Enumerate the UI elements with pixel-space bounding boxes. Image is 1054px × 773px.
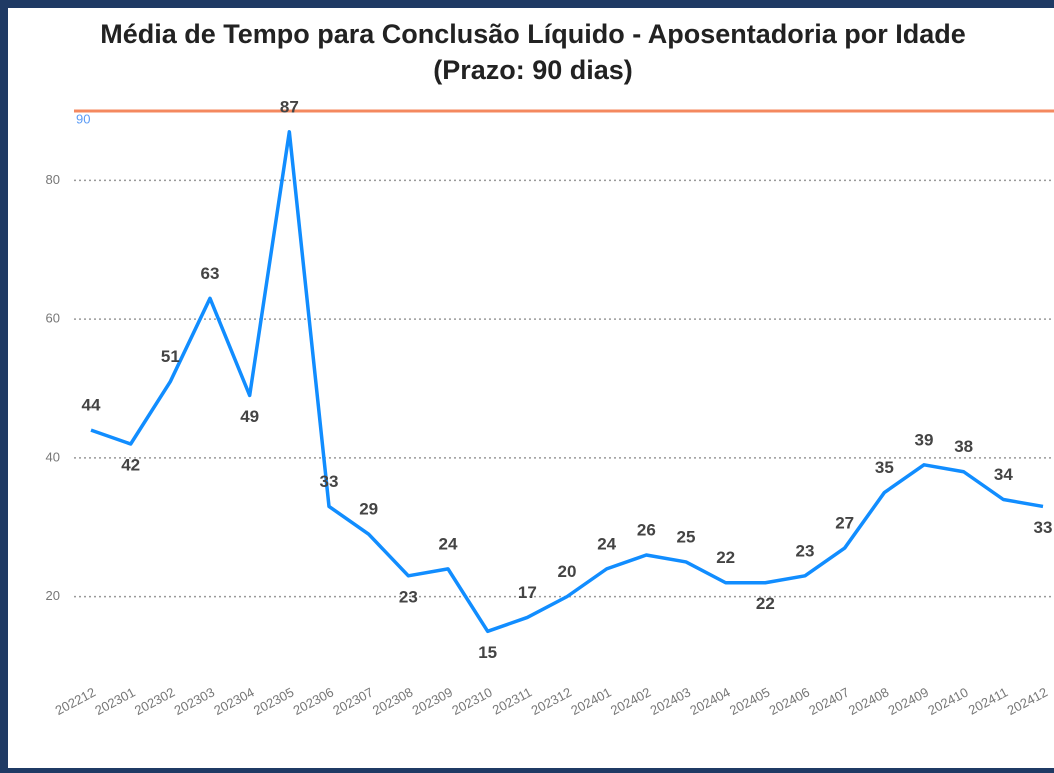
data-label: 87 bbox=[280, 97, 299, 116]
x-tick-label: 202212 bbox=[53, 684, 98, 718]
series-line bbox=[90, 130, 1044, 634]
data-label: 49 bbox=[240, 407, 259, 426]
x-tick-label: 202403 bbox=[648, 684, 693, 718]
chart-title: Média de Tempo para Conclusão Líquido - … bbox=[100, 19, 966, 49]
data-label: 23 bbox=[796, 541, 815, 560]
x-tick-label: 202311 bbox=[490, 684, 534, 717]
x-tick-label: 202402 bbox=[608, 684, 653, 718]
data-label: 20 bbox=[558, 562, 577, 581]
data-label: 15 bbox=[478, 643, 497, 662]
data-label: 23 bbox=[399, 587, 418, 606]
data-label: 39 bbox=[915, 430, 934, 449]
x-tick-label: 202303 bbox=[172, 684, 217, 718]
x-tick-label: 202312 bbox=[529, 684, 574, 718]
x-tick-label: 202306 bbox=[291, 684, 336, 718]
x-tick-label: 202406 bbox=[767, 684, 812, 718]
card: Média de Tempo para Conclusão Líquido - … bbox=[8, 8, 1054, 768]
x-tick-label: 202301 bbox=[92, 684, 137, 718]
data-label: 42 bbox=[121, 455, 140, 474]
data-label: 17 bbox=[518, 583, 537, 602]
chart: Média de Tempo para Conclusão Líquido - … bbox=[46, 19, 1054, 718]
x-tick-label: 202309 bbox=[410, 684, 455, 718]
data-label: 24 bbox=[439, 534, 458, 553]
data-label: 44 bbox=[82, 396, 101, 415]
data-label: 33 bbox=[1034, 518, 1053, 537]
data-label: 63 bbox=[201, 264, 220, 283]
x-tick-label: 202404 bbox=[687, 684, 732, 718]
x-tick-label: 202407 bbox=[806, 684, 851, 718]
x-tick-label: 202408 bbox=[846, 684, 891, 718]
x-tick-label: 202305 bbox=[251, 684, 296, 718]
x-tick-label: 202401 bbox=[568, 684, 613, 718]
x-tick-label: 202302 bbox=[132, 684, 177, 718]
y-tick-label: 60 bbox=[46, 311, 60, 326]
data-label: 51 bbox=[161, 347, 180, 366]
data-label: 25 bbox=[677, 527, 696, 546]
data-label: 38 bbox=[954, 437, 973, 456]
data-label: 35 bbox=[875, 458, 894, 477]
data-label: 22 bbox=[756, 594, 775, 613]
x-tick-label: 202405 bbox=[727, 684, 772, 718]
x-tick-label: 202411 bbox=[966, 684, 1010, 717]
data-label: 26 bbox=[637, 520, 656, 539]
chart-subtitle: (Prazo: 90 dias) bbox=[433, 55, 633, 85]
data-label: 34 bbox=[994, 465, 1013, 484]
x-tick-label: 202308 bbox=[370, 684, 415, 718]
y-tick-label: 80 bbox=[46, 172, 60, 187]
x-tick-label: 202410 bbox=[925, 684, 970, 718]
x-tick-label: 202409 bbox=[886, 684, 931, 718]
data-label: 29 bbox=[359, 500, 378, 519]
x-tick-label: 202412 bbox=[1005, 684, 1050, 718]
data-label: 33 bbox=[320, 472, 339, 491]
y-tick-label: 20 bbox=[46, 588, 60, 603]
y-tick-label: 40 bbox=[46, 449, 60, 464]
x-tick-label: 202304 bbox=[211, 684, 256, 718]
x-tick-label: 202310 bbox=[449, 684, 494, 718]
data-label: 27 bbox=[835, 514, 854, 533]
data-label: 24 bbox=[597, 534, 616, 553]
reference-label: 90 bbox=[76, 111, 90, 126]
x-tick-label: 202307 bbox=[330, 684, 375, 718]
data-label: 22 bbox=[716, 548, 735, 567]
